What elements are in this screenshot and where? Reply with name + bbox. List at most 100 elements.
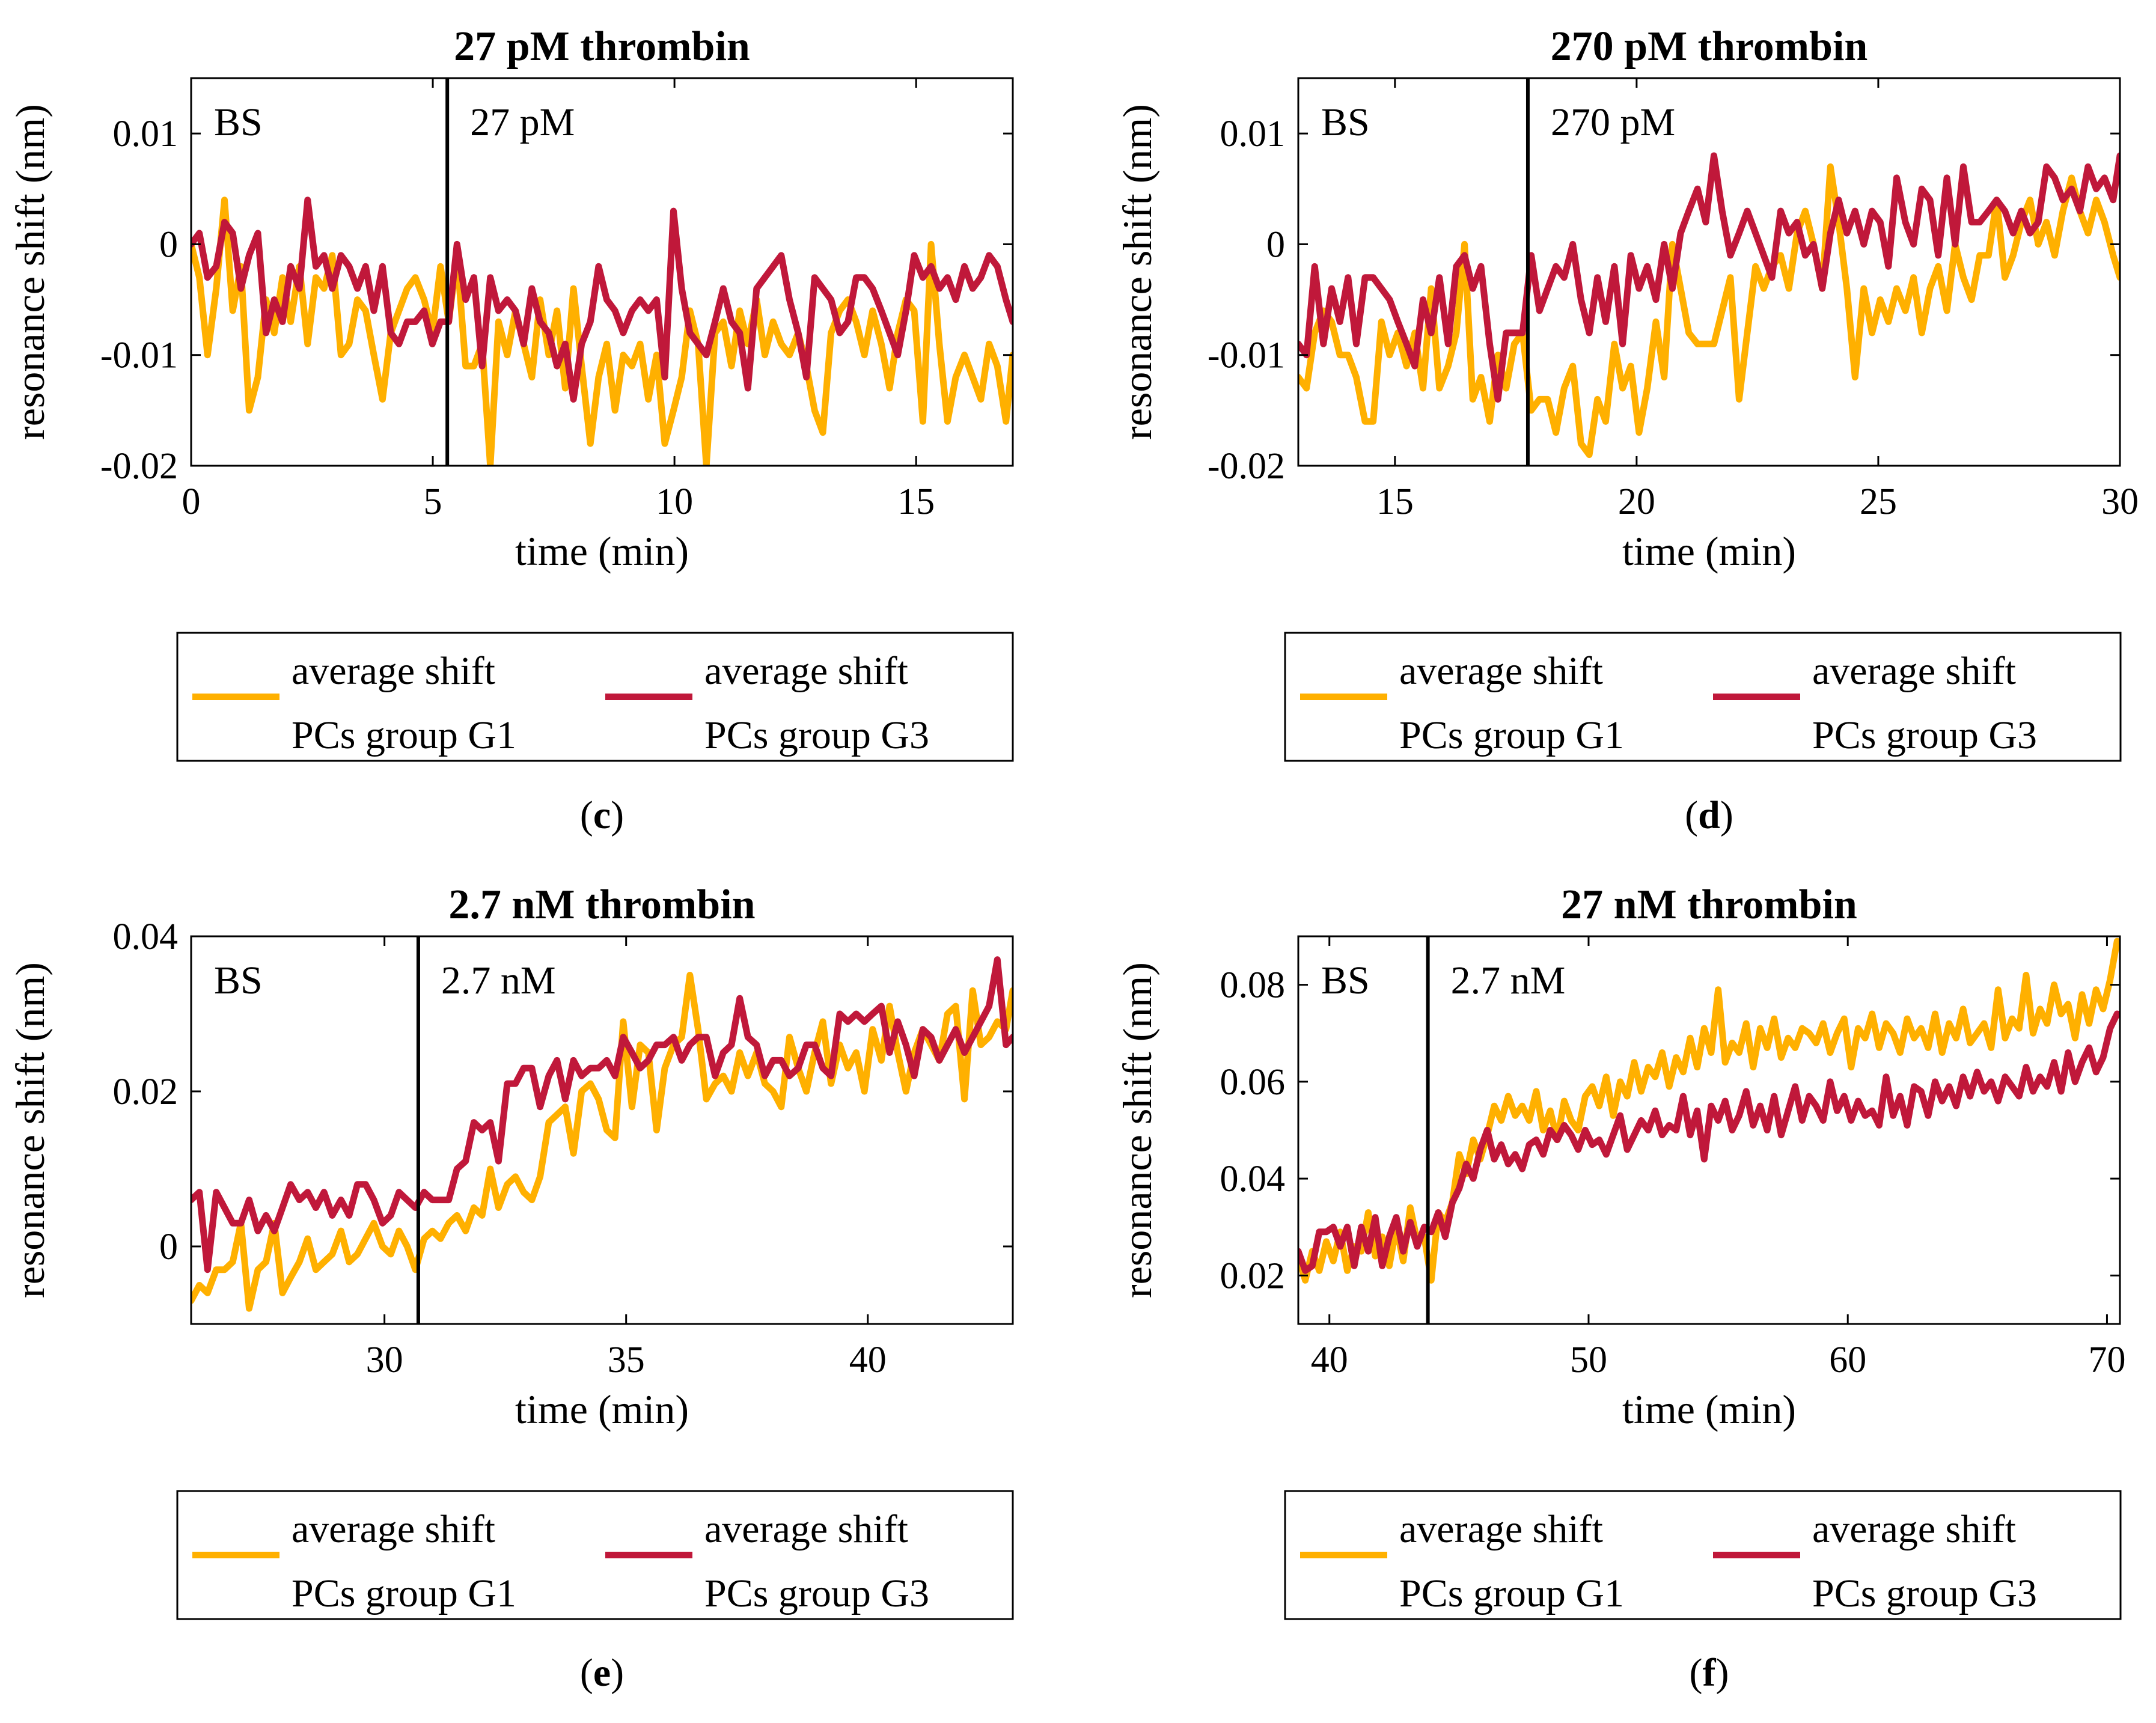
series-line-g1: [191, 972, 1013, 1312]
chart-title: 27 nM thrombin: [1561, 882, 1857, 928]
legend-label-g1-line1: average shift: [292, 1507, 495, 1551]
caption-letter: e: [593, 1651, 611, 1695]
caption-close: ): [1715, 1651, 1729, 1695]
legend-label-g1-line1: average shift: [1399, 1507, 1603, 1551]
x-tick-label: 20: [1618, 481, 1655, 522]
x-axis-label: time (min): [1622, 1386, 1796, 1432]
x-tick-label: 40: [849, 1340, 887, 1380]
y-tick-label: 0: [159, 1227, 178, 1267]
caption-open: (: [580, 1651, 593, 1695]
axes-box: [1297, 77, 2121, 467]
x-tick-label: 40: [1311, 1340, 1348, 1380]
legend-label-g3-line1: average shift: [1812, 649, 2016, 693]
y-axis-label: resonance shift (nm): [1114, 104, 1160, 440]
chart-title: 2.7 nM thrombin: [448, 882, 755, 928]
legend-box: [1284, 632, 2122, 762]
legend-box: [1284, 1490, 2122, 1620]
caption-close: ): [611, 793, 624, 837]
y-tick-label: 0.06: [1220, 1062, 1286, 1103]
y-tick-label: -0.01: [100, 335, 178, 376]
caption-open: (: [580, 793, 593, 837]
legend-label-g3-line1: average shift: [704, 649, 908, 693]
series-line-g3: [1298, 152, 2120, 403]
x-tick-label: 25: [1860, 481, 1897, 522]
x-tick-label: 30: [2101, 481, 2139, 522]
legend-label-g1-line2: PCs group G1: [1399, 1572, 1624, 1615]
panel-caption: (e): [580, 1651, 624, 1695]
baseline-annotation: BS: [1321, 959, 1370, 1002]
series-line-g3: [191, 956, 1013, 1273]
legend: average shift PCs group G1 average shift PC…: [176, 1490, 1014, 1620]
x-axis-label: time (min): [1622, 528, 1796, 574]
y-tick-label: 0.08: [1220, 965, 1286, 1006]
legend: average shift PCs group G1 average shift PC…: [176, 632, 1014, 762]
series-line-g3: [191, 197, 1013, 403]
legend-label-g1-line2: PCs group G1: [292, 713, 516, 757]
legend-label-g1-line1: average shift: [292, 649, 495, 693]
caption-open: (: [1685, 793, 1698, 837]
x-tick-label: 35: [608, 1340, 645, 1380]
panel-caption: (d): [1685, 793, 1733, 837]
caption-open: (: [1690, 1651, 1703, 1695]
y-tick-label: 0.02: [1220, 1255, 1286, 1296]
y-tick-label: 0: [1266, 224, 1285, 265]
x-tick-label: 15: [897, 481, 935, 522]
plot-area: [1298, 938, 2120, 1284]
y-tick-label: 0.01: [113, 114, 179, 154]
caption-close: ): [611, 1651, 624, 1695]
panel-e: 2.7 nM thrombin 30 35 40 0 0.02 0.04 time (min)…: [7, 882, 1014, 1695]
x-tick-label: 70: [2088, 1340, 2125, 1380]
x-tick-label: 0: [182, 481, 201, 522]
legend-label-g1-line2: PCs group G1: [1399, 713, 1624, 757]
y-tick-label: -0.01: [1208, 335, 1285, 376]
legend-label-g3-line1: average shift: [1812, 1507, 2016, 1551]
panel-caption: (f): [1690, 1651, 1729, 1695]
x-tick-label: 50: [1570, 1340, 1607, 1380]
y-axis-label: resonance shift (nm): [7, 962, 53, 1298]
legend-box: [176, 1490, 1014, 1620]
y-tick-label: 0: [159, 224, 178, 265]
y-tick-label: 0.04: [113, 916, 179, 957]
concentration-annotation: 2.7 nM: [1451, 959, 1566, 1002]
y-tick-label: 0.02: [113, 1072, 179, 1112]
caption-letter: c: [593, 793, 611, 837]
legend: average shift PCs group G1 average shift PC…: [1284, 632, 2122, 762]
y-axis-label: resonance shift (nm): [1114, 962, 1160, 1298]
chart-title: 270 pM thrombin: [1551, 23, 1868, 70]
legend-label-g1-line1: average shift: [1399, 649, 1603, 693]
y-tick-label: -0.02: [100, 446, 178, 487]
y-tick-label: 0.04: [1220, 1159, 1286, 1200]
y-tick-label: 0.01: [1220, 114, 1286, 154]
x-tick-label: 5: [424, 481, 442, 522]
concentration-annotation: 2.7 nM: [441, 959, 556, 1002]
panel-d: 270 pM thrombin 15 20 25 30 -0.02 -0.01 0 0.01 ti…: [1114, 23, 2139, 837]
concentration-annotation: 27 pM: [470, 100, 575, 144]
legend-label-g3-line2: PCs group G3: [704, 1572, 929, 1615]
x-axis-label: time (min): [515, 1386, 689, 1432]
x-tick-label: 15: [1376, 481, 1414, 522]
caption-letter: f: [1703, 1651, 1717, 1695]
x-tick-label: 30: [366, 1340, 403, 1380]
y-tick-label: -0.02: [1208, 446, 1285, 487]
caption-close: ): [1720, 793, 1733, 837]
x-tick-label: 10: [656, 481, 693, 522]
legend-label-g3-line2: PCs group G3: [1812, 1572, 2037, 1615]
legend-box: [176, 632, 1014, 762]
axes-box: [1297, 935, 2121, 1325]
legend-label-g1-line2: PCs group G1: [292, 1572, 516, 1615]
legend-label-g3-line2: PCs group G3: [704, 713, 929, 757]
axes-box: [190, 77, 1014, 467]
axes-box: [190, 935, 1014, 1325]
series-line-g1: [1298, 163, 2120, 459]
x-axis-label: time (min): [515, 528, 689, 574]
baseline-annotation: BS: [1321, 100, 1370, 144]
legend: average shift PCs group G1 average shift PC…: [1284, 1490, 2122, 1620]
panel-caption: (c): [580, 793, 624, 837]
caption-letter: d: [1698, 793, 1720, 837]
plot-area: [191, 956, 1013, 1312]
legend-label-g3-line2: PCs group G3: [1812, 713, 2037, 757]
series-line-g1: [1298, 938, 2120, 1284]
legend-label-g3-line1: average shift: [704, 1507, 908, 1551]
chart-title: 27 pM thrombin: [454, 23, 750, 70]
